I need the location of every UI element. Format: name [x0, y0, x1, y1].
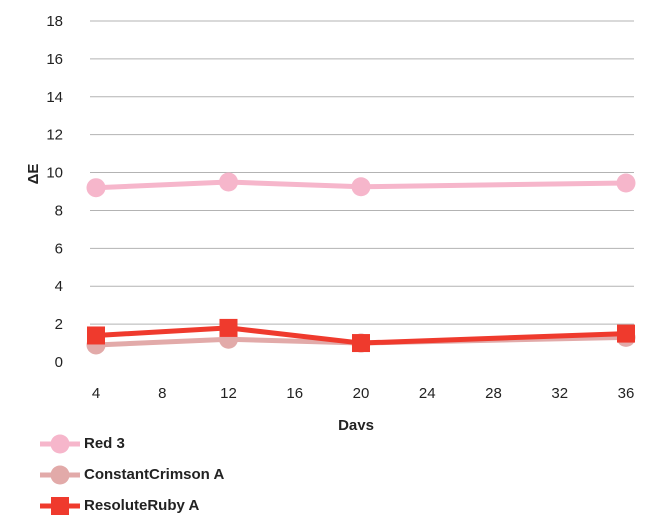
- data-point: [352, 334, 370, 353]
- series-line: [95, 179, 627, 191]
- y-tick-labels: 0 2 4 6 8 10 12 14 16 18: [46, 13, 63, 371]
- y-tick-label: 16: [46, 51, 63, 68]
- y-tick-label: 12: [46, 127, 63, 144]
- legend-swatch: [40, 465, 80, 484]
- gridlines: [90, 20, 634, 325]
- x-axis-title: Days: [338, 417, 374, 430]
- x-tick-label: 32: [551, 385, 568, 402]
- data-point: [351, 177, 371, 197]
- x-tick-label: 4: [92, 385, 100, 402]
- legend-item: Red 3: [40, 428, 224, 459]
- legend-label: ResoluteRuby A: [84, 497, 200, 514]
- series-lines: [86, 172, 636, 355]
- y-tick-label: 10: [46, 165, 63, 182]
- data-point: [86, 178, 106, 198]
- legend-item: ConstantCrimson A: [40, 459, 224, 490]
- y-tick-label: 18: [46, 13, 63, 30]
- legend: Red 3 ConstantCrimson A ResoluteRuby A: [40, 428, 224, 521]
- legend-swatch: [40, 434, 80, 453]
- legend-item: ResoluteRuby A: [40, 490, 224, 521]
- y-axis-title: ΔE: [25, 164, 42, 185]
- data-point: [617, 324, 635, 343]
- y-tick-label: 8: [55, 202, 63, 219]
- data-point: [219, 172, 238, 192]
- x-tick-label: 24: [419, 385, 436, 402]
- series-resoluteruby-a: [87, 318, 635, 353]
- y-tick-label: 4: [55, 278, 63, 295]
- legend-label: Red 3: [84, 435, 125, 452]
- legend-label: ConstantCrimson A: [84, 466, 225, 483]
- data-point: [616, 173, 636, 193]
- series-line: [95, 325, 627, 346]
- series-red-3: [86, 172, 636, 198]
- x-tick-label: 12: [220, 385, 237, 402]
- x-tick-label: 28: [485, 385, 502, 402]
- x-tick-label: 16: [286, 385, 303, 402]
- legend-swatch: [40, 496, 80, 515]
- x-tick-label: 36: [618, 385, 635, 402]
- y-tick-label: 14: [46, 89, 63, 106]
- y-tick-label: 0: [55, 354, 63, 371]
- data-point: [219, 318, 238, 337]
- data-point: [87, 326, 105, 345]
- x-tick-labels: 4 8 12 16 20 24 28 32 36: [92, 385, 635, 402]
- x-tick-label: 8: [158, 385, 166, 402]
- y-tick-label: 2: [55, 316, 63, 333]
- y-tick-label: 6: [55, 240, 63, 257]
- x-tick-label: 20: [353, 385, 370, 402]
